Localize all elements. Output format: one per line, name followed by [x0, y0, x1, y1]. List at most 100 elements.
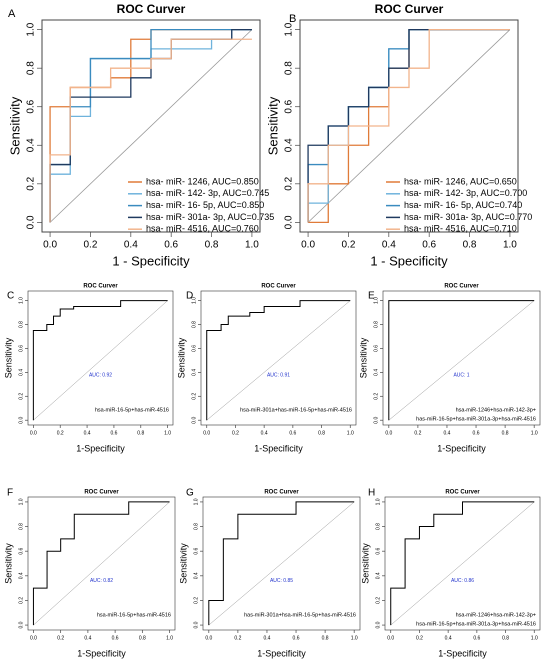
y-tick-label: 0.2 [193, 597, 199, 604]
reference-diagonal [208, 501, 355, 626]
x-tick-label: 0.4 [261, 430, 268, 436]
reference-diagonal [49, 29, 253, 223]
x-tick-label: 0.0 [30, 430, 37, 436]
x-tick-label: 0.0 [205, 635, 212, 641]
x-tick-label: 0.4 [124, 240, 138, 251]
y-tick-label: 0.0 [18, 417, 24, 424]
y-tick-label: 0.4 [26, 138, 37, 152]
reference-diagonal [33, 300, 168, 421]
x-tick-label: 0.2 [234, 635, 241, 641]
reference-diagonal [390, 501, 535, 626]
plot-frame [299, 19, 519, 233]
x-tick-label: 0.2 [341, 240, 355, 251]
chart-title: ROC Curver [117, 2, 186, 16]
y-tick-label: 0.8 [18, 321, 24, 328]
chart-title: ROC Curver [375, 2, 444, 16]
x-tick-label: 0.8 [137, 430, 144, 436]
y-tick-label: 1.0 [284, 22, 295, 36]
x-tick-label: 0.8 [502, 635, 509, 641]
y-tick-label: 0.2 [373, 393, 379, 400]
x-tick-label: 0.2 [416, 635, 423, 641]
x-tick-label: 0.8 [318, 430, 325, 436]
x-axis-label: 1-Specificity [437, 443, 486, 453]
y-tick-label: 1.0 [193, 498, 199, 505]
legend-label: hsa- miR- 301a- 3p, AUC=0.770 [404, 212, 532, 222]
x-tick-label: 0.6 [289, 430, 296, 436]
x-tick-label: 1.0 [347, 430, 354, 436]
y-tick-label: 0.6 [18, 345, 24, 352]
y-axis-label: Sensitivity [3, 337, 13, 378]
plot-frame [384, 496, 541, 631]
x-tick-label: 0.4 [263, 635, 270, 641]
roc-curve [307, 28, 510, 223]
chart-title: ROC Curver [444, 284, 479, 290]
auc-annotation: AUC: 0.85 [270, 578, 293, 584]
chart-title: ROC Curver [84, 490, 119, 496]
chart-title: ROC Curver [264, 490, 299, 496]
legend-label: hsa- miR- 4516, AUC=0.760 [146, 224, 259, 234]
x-tick-label: 1.0 [531, 430, 538, 436]
y-tick-label: 0.8 [373, 321, 379, 328]
y-tick-label: 0.6 [18, 547, 24, 554]
x-axis-label: 1 - Specificity [112, 253, 190, 268]
roc-curve [206, 300, 351, 421]
y-tick-label: 0.0 [375, 621, 381, 628]
auc-annotation: AUC: 0.86 [451, 578, 474, 584]
plot-frame [41, 19, 261, 233]
x-tick-label: 1.0 [166, 635, 173, 641]
legend-text: hsa-miR-1246+hsa-miR-142-3p+ [456, 407, 536, 413]
legend-label: hsa- miR- 16- 5p, AUC=0.740 [404, 200, 522, 210]
x-tick-label: 1.0 [503, 240, 517, 251]
x-tick-label: 0.0 [301, 240, 315, 251]
legend-label: hsa- miR- 4516, AUC=0.710 [404, 224, 517, 234]
roc-curve [32, 501, 170, 626]
x-tick-label: 0.8 [139, 635, 146, 641]
x-tick-label: 0.4 [84, 430, 91, 436]
y-axis-label: Sensitivity [178, 543, 188, 584]
x-tick-label: 0.0 [30, 635, 37, 641]
x-tick-label: 0.0 [43, 240, 57, 251]
y-tick-label: 0.6 [26, 99, 37, 113]
plot-frame [27, 290, 174, 426]
x-tick-label: 0.2 [57, 430, 64, 436]
legend-text: hsa-miR-16-5p+has-miR-4516 [95, 407, 169, 413]
legend-label: hsa- miR- 16- 5p, AUC=0.850 [146, 200, 264, 210]
legend-text: hsa-miR-301a+has-miR-16-5p+has-miR-4516 [240, 407, 352, 413]
y-axis-label: Sensitivity [358, 337, 368, 378]
y-tick-label: 1.0 [191, 297, 197, 304]
auc-annotation: AUC: 0.92 [89, 373, 112, 379]
panel-label: D [186, 291, 193, 302]
y-tick-label: 0.4 [18, 572, 24, 579]
legend-label: hsa- miR- 142- 3p, AUC=0.745 [146, 188, 269, 198]
x-axis-label: 1-Specificity [257, 648, 306, 658]
y-tick-label: 1.0 [18, 297, 24, 304]
legend-text: has-miR-16-5p+hsa-miR-301a-3p+hsa-miR-45… [416, 416, 536, 422]
x-tick-label: 0.6 [110, 430, 117, 436]
x-tick-label: 0.4 [84, 635, 91, 641]
x-tick-label: 1.0 [245, 240, 259, 251]
y-axis-label: Sensitivity [3, 543, 13, 584]
y-tick-label: 0.0 [373, 417, 379, 424]
legend-label: hsa- miR- 301a- 3p, AUC=0.735 [146, 212, 274, 222]
x-tick-label: 1.0 [531, 635, 538, 641]
roc-curve [388, 300, 535, 421]
x-axis-label: 1-Specificity [438, 648, 487, 658]
x-tick-label: 1.0 [351, 635, 358, 641]
y-tick-label: 0.0 [26, 215, 37, 229]
chart-title: ROC Curver [445, 490, 480, 496]
y-tick-label: 0.6 [284, 99, 295, 113]
roc-curve [49, 38, 252, 223]
y-tick-label: 0.4 [18, 369, 24, 376]
chart-title: ROC Curver [83, 284, 118, 290]
panel-label: G [186, 488, 194, 499]
x-tick-label: 0.6 [164, 240, 178, 251]
x-tick-label: 0.2 [57, 635, 64, 641]
x-tick-label: 0.6 [473, 430, 480, 436]
x-tick-label: 1.0 [164, 430, 171, 436]
auc-annotation: AUC: 1 [453, 373, 469, 379]
y-tick-label: 0.4 [193, 572, 199, 579]
plot-frame [202, 496, 361, 631]
x-tick-label: 0.6 [473, 635, 480, 641]
plot-frame [382, 290, 541, 426]
x-tick-label: 0.4 [443, 430, 450, 436]
